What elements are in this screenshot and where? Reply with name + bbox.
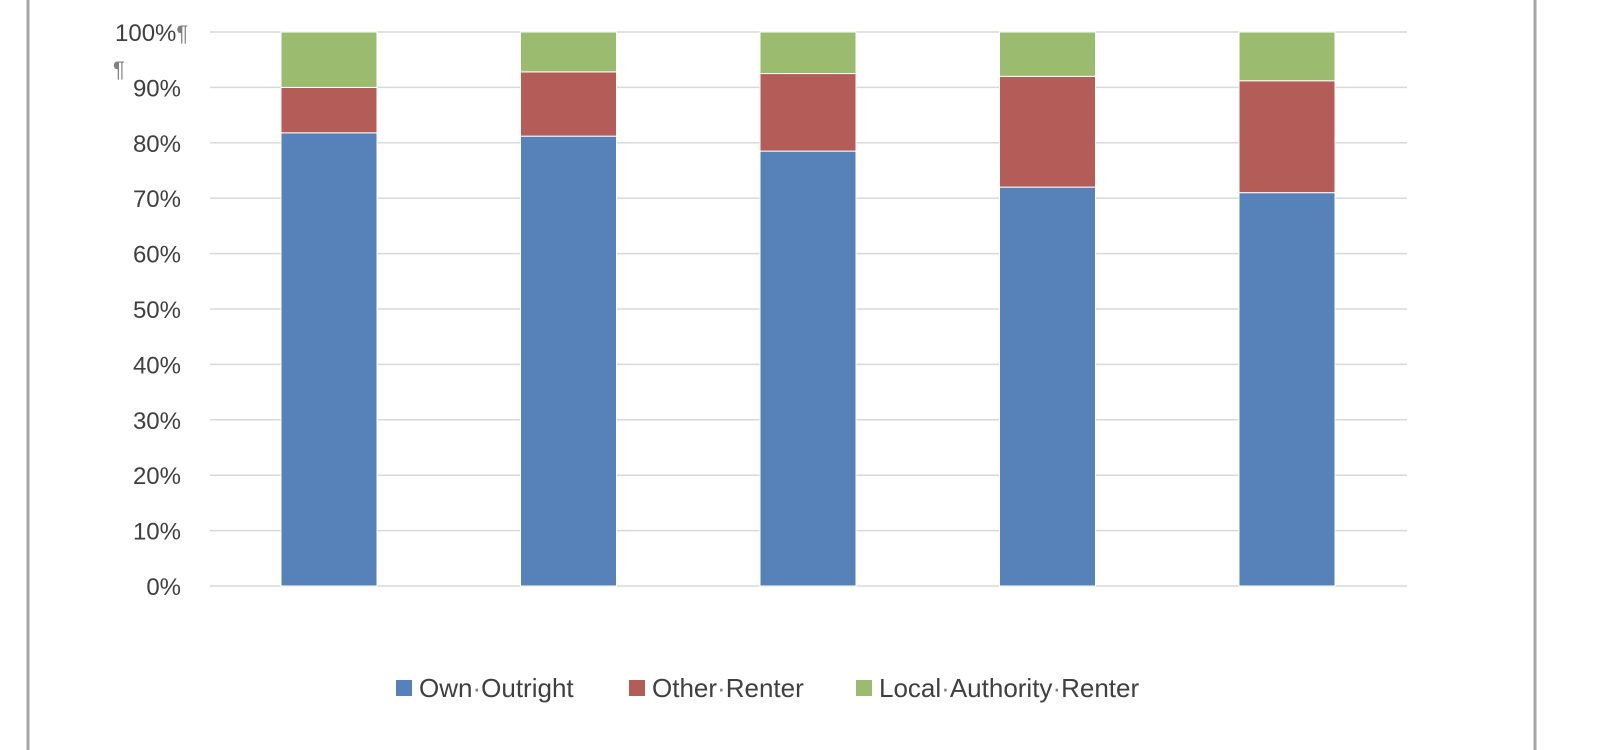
bar-segment-1 xyxy=(280,132,378,587)
legend-dot: · xyxy=(472,673,481,703)
bar-segment-3 xyxy=(1238,31,1336,82)
y-tick-label: 100%¶ xyxy=(115,20,188,47)
y-tick-label: 60% xyxy=(133,242,181,269)
legend-label-part: Authority xyxy=(950,673,1053,703)
legend-label-part: Other xyxy=(652,673,717,703)
annotations: ¶ xyxy=(113,57,125,82)
bar-segment-3 xyxy=(520,31,617,73)
y-tick-label: 80% xyxy=(133,131,181,158)
y-tick-label: 40% xyxy=(133,352,181,379)
bar-segment-3 xyxy=(759,31,857,75)
y-tick-label: 10% xyxy=(133,519,181,546)
legend-label: Own·Outright xyxy=(419,673,574,703)
legend-label-part: Outright xyxy=(481,673,574,703)
bar-segment-2 xyxy=(280,86,378,134)
bar-segment-1 xyxy=(999,186,1096,587)
legend-label-part: Own xyxy=(419,673,472,703)
legend-label-part: Renter xyxy=(1061,673,1139,703)
bar-segment-2 xyxy=(1238,80,1336,194)
bar-segment-1 xyxy=(1238,192,1336,587)
y-tick-label: 70% xyxy=(133,186,181,213)
y-tick-label: 20% xyxy=(133,463,181,490)
legend-dot: · xyxy=(1052,673,1061,703)
legend-label: Other·Renter xyxy=(652,673,804,703)
bar-segment-2 xyxy=(759,73,857,152)
legend-dot: · xyxy=(941,673,950,703)
legend: Own·Outright Other·Renter Local·Authority·… xyxy=(396,673,1139,703)
bar-segment-1 xyxy=(520,135,617,587)
legend-label: Local·Authority·Renter xyxy=(879,673,1139,703)
y-tick-label: 30% xyxy=(133,408,181,435)
bar-segment-3 xyxy=(280,31,378,88)
bar-segment-1 xyxy=(759,150,857,587)
legend-swatch xyxy=(396,680,412,696)
legend-label-part: Renter xyxy=(726,673,804,703)
legend-dot: · xyxy=(717,673,726,703)
legend-swatch xyxy=(856,680,872,696)
bar-segment-2 xyxy=(520,71,617,137)
y-tick-label: 50% xyxy=(133,297,181,324)
bar-segment-2 xyxy=(999,75,1096,188)
y-axis-tick-labels: 0%10%20%30%40%50%60%70%80%90%100%¶ xyxy=(115,20,188,601)
y-tick-label: 90% xyxy=(133,75,181,102)
legend-label-part: Local xyxy=(879,673,941,703)
pilcrow-annotation: ¶ xyxy=(113,57,125,82)
y-tick-label: 0% xyxy=(146,574,181,601)
y-tick-label-text: 100% xyxy=(115,20,176,47)
bar-segment-3 xyxy=(999,31,1096,77)
legend-swatch xyxy=(629,680,645,696)
pilcrow-mark: ¶ xyxy=(176,21,188,46)
bars xyxy=(280,31,1336,587)
